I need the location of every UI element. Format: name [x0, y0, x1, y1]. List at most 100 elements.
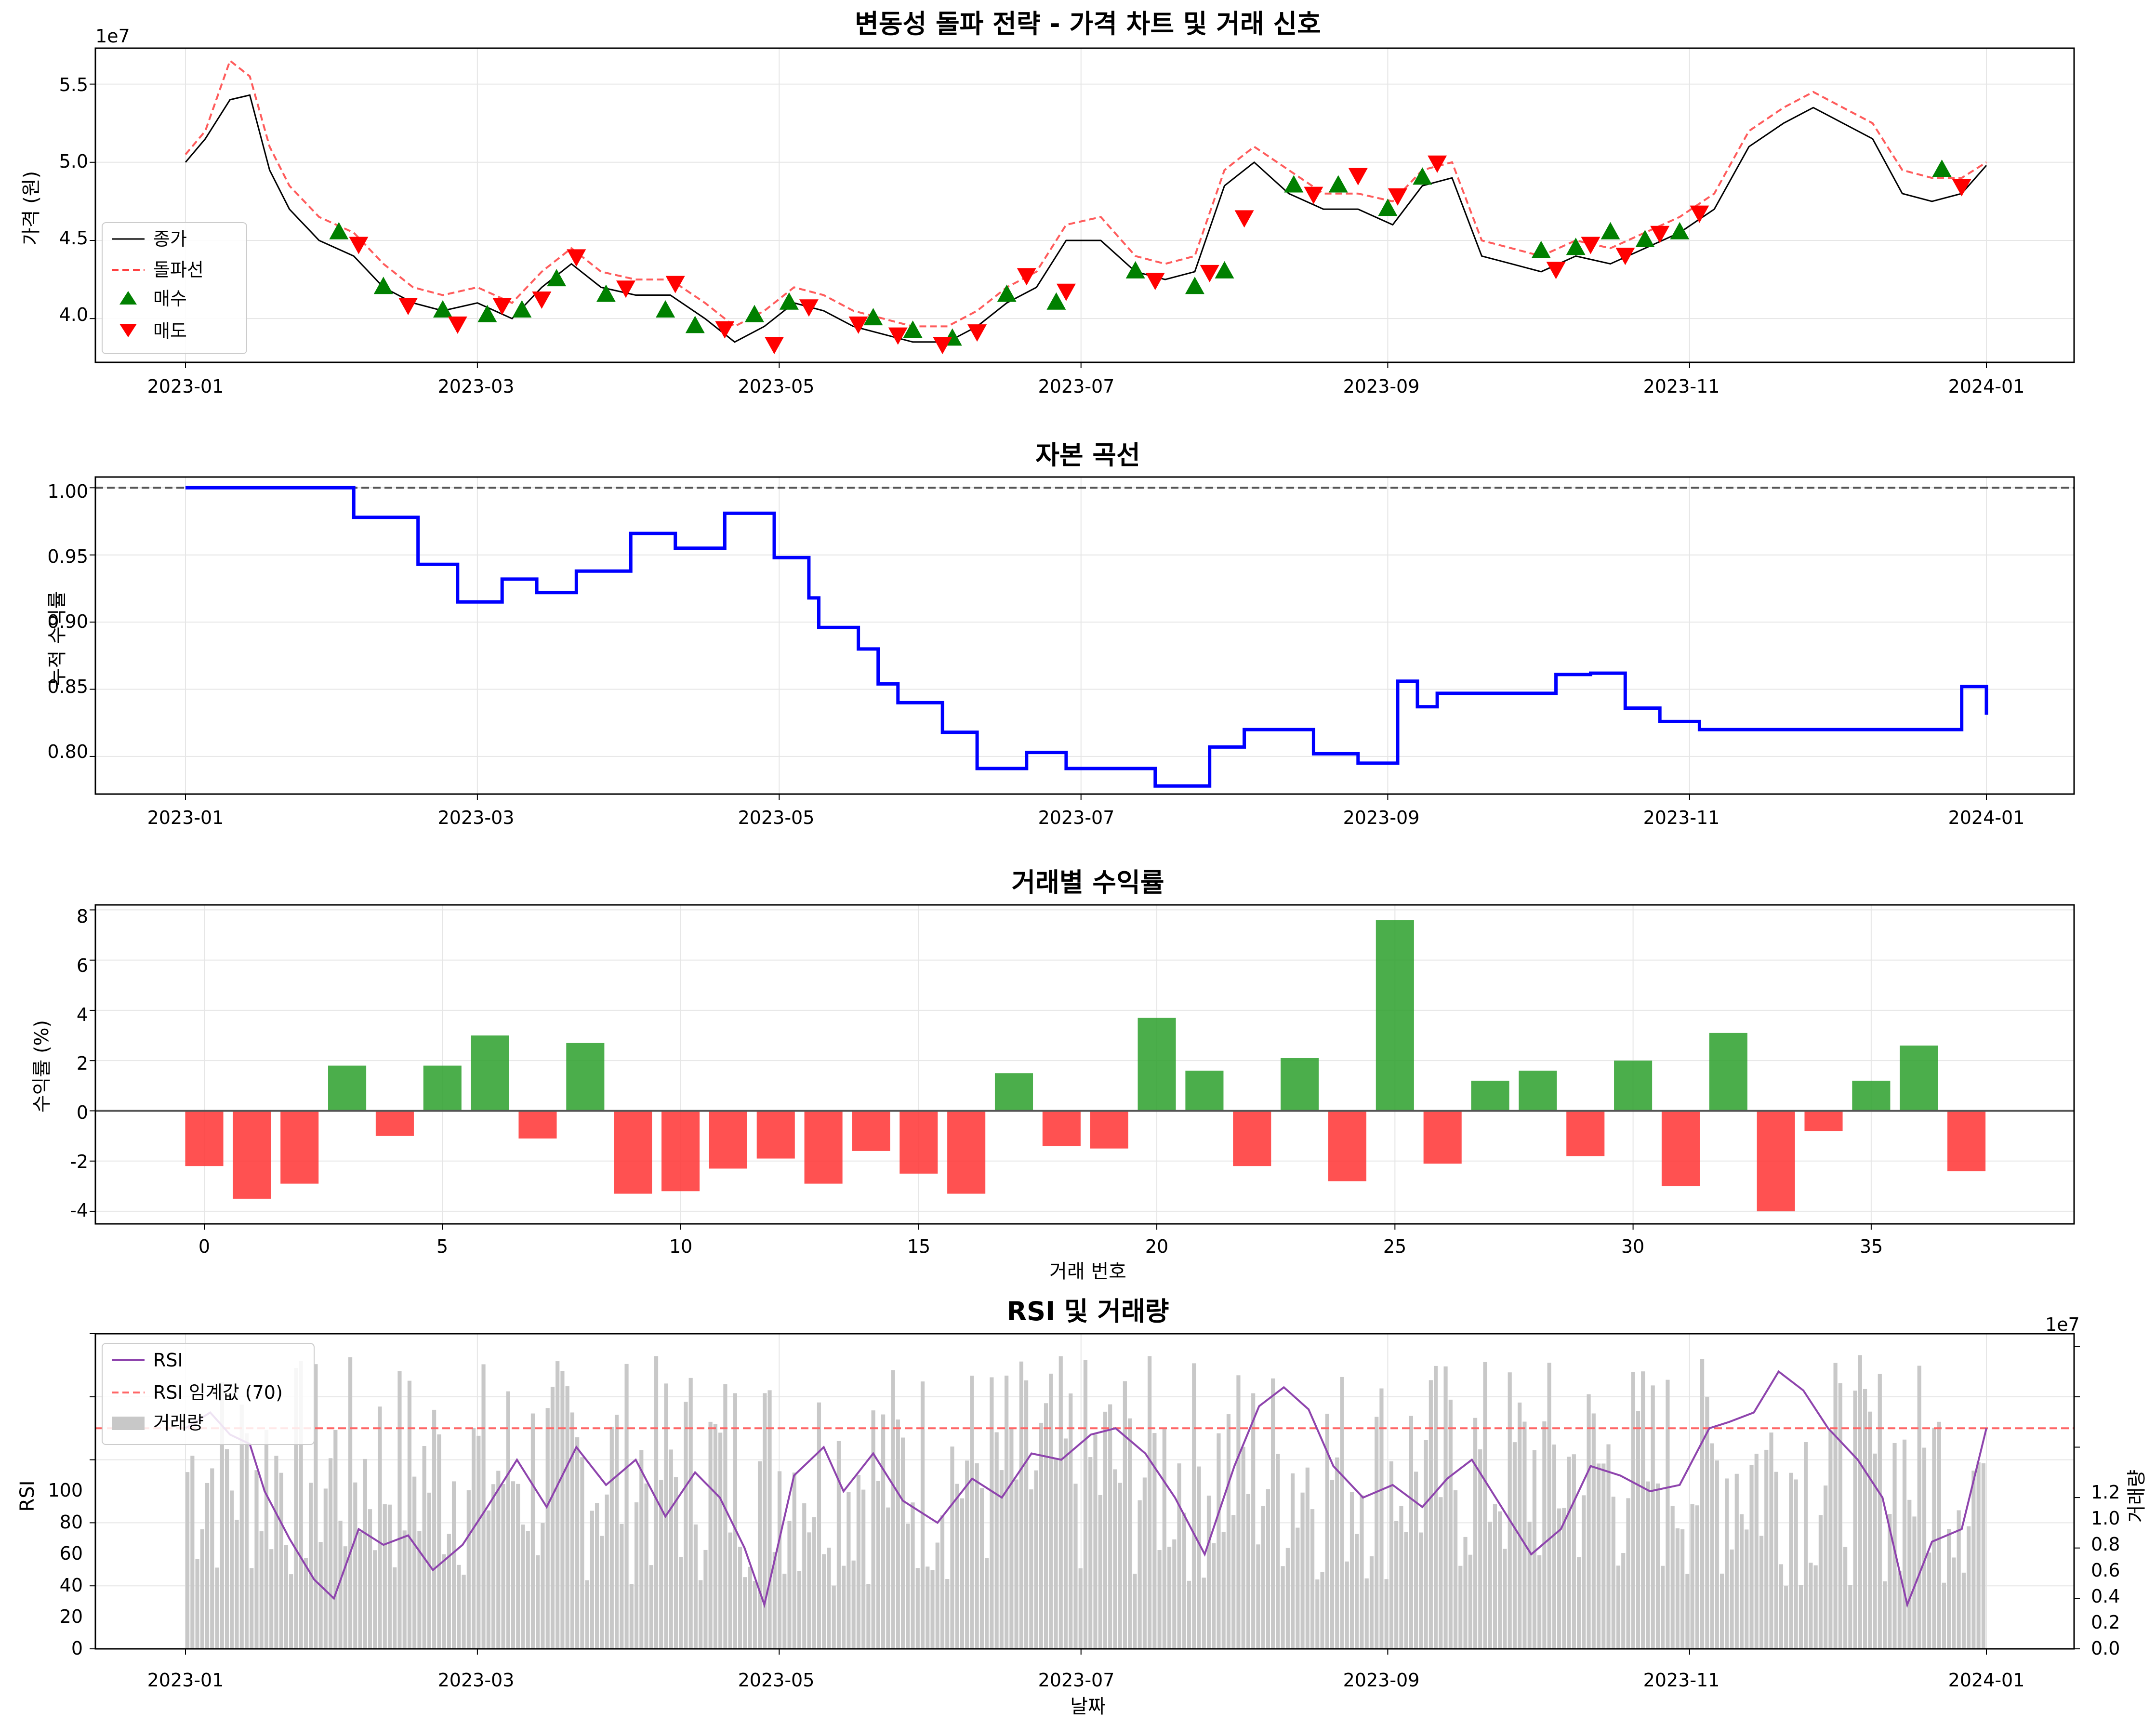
volume-bar [1670, 1506, 1675, 1649]
equity-xtick: 2024-01 [1948, 807, 2025, 828]
volume-bar [274, 1456, 278, 1649]
trade-return-bar [1090, 1111, 1128, 1149]
sell-signal-marker [398, 297, 418, 315]
price-xtick: 2023-05 [738, 376, 815, 397]
volume-bar [1853, 1391, 1857, 1649]
volume-bar [881, 1414, 886, 1649]
volume-bar [1937, 1421, 1941, 1649]
sell-signal-marker [1581, 237, 1600, 254]
volume-bar [743, 1577, 747, 1649]
buy-signal-marker [1125, 261, 1145, 278]
rsi-xticks: 2023-01 2023-03 2023-05 2023-07 2023-09 … [147, 1670, 2025, 1691]
volume-bar [911, 1502, 915, 1649]
trades-ytick: -2 [70, 1151, 88, 1172]
volume-bar [728, 1532, 732, 1649]
volume-bar [708, 1421, 713, 1649]
volume-bar [1961, 1572, 1966, 1649]
price-xtick: 2023-11 [1643, 376, 1720, 397]
volume-bar [309, 1483, 313, 1649]
volume-bar [654, 1356, 659, 1649]
volume-bar [1967, 1526, 1971, 1649]
volume-bar [782, 1574, 787, 1649]
sell-signal-marker [1546, 262, 1566, 279]
trade-return-bar [1233, 1111, 1271, 1167]
equity-chart-title: 자본 곡선 [1035, 440, 1140, 470]
volume-bar [1784, 1586, 1788, 1649]
rsi-xtick: 2023-05 [738, 1670, 815, 1691]
trades-xtick: 20 [1145, 1236, 1168, 1257]
equity-ytick: 0.85 [47, 676, 88, 697]
volume-bar [1098, 1495, 1102, 1649]
volume-bar [353, 1482, 357, 1649]
volume-ytick: 0.4 [2091, 1586, 2120, 1607]
volume-bar [545, 1408, 550, 1649]
volume-bar [1073, 1484, 1078, 1649]
volume-bar [1848, 1585, 1852, 1649]
volume-bar [1364, 1578, 1369, 1649]
volume-bar [926, 1566, 930, 1649]
volume-bar [1448, 1399, 1453, 1649]
volume-bar [757, 1461, 762, 1649]
volume-bar [1221, 1532, 1226, 1649]
volume-bar [1414, 1472, 1418, 1649]
volume-bar [1725, 1478, 1729, 1649]
sell-signal-marker [1690, 205, 1709, 223]
buy-signal-marker [433, 300, 452, 318]
trades-yticks: -4 -2 0 2 4 6 8 [70, 906, 88, 1221]
trade-return-bar [375, 1111, 414, 1136]
volume-bar [333, 1430, 338, 1649]
volume-bar [437, 1434, 441, 1649]
trade-return-bar [1852, 1080, 1891, 1111]
equity-xticks: 2023-01 2023-03 2023-05 2023-07 2023-09 … [147, 807, 2025, 828]
volume-bar [891, 1370, 895, 1649]
sell-signal-marker [492, 297, 512, 315]
buy-signal-marker [744, 305, 764, 322]
volume-bar [1429, 1380, 1433, 1649]
volume-bar [1206, 1495, 1211, 1649]
volume-bar [979, 1488, 984, 1649]
trades-xtick: 15 [907, 1236, 930, 1257]
volume-bar [1809, 1563, 1813, 1649]
buy-signal-marker [656, 300, 675, 318]
volume-yticks: 0.0 0.2 0.4 0.6 0.8 1.0 1.2 [2091, 1482, 2120, 1659]
volume-bar [407, 1380, 412, 1649]
trades-chart-title: 거래별 수익률 [1012, 867, 1164, 898]
volume-bar [521, 1525, 525, 1649]
sell-signal-marker [567, 249, 586, 267]
equity-xtick: 2023-11 [1643, 807, 1720, 828]
volume-bar [516, 1484, 520, 1649]
axes-frame [94, 904, 2075, 1225]
volume-bar [679, 1556, 683, 1649]
price-ytick: 4.0 [59, 304, 88, 325]
trades-ylabel: 수익률 (%) [31, 1020, 53, 1113]
volume-bar [674, 1477, 678, 1649]
volume-bar [1108, 1404, 1112, 1649]
volume-bar [1661, 1565, 1665, 1649]
buy-signal-marker [1185, 277, 1204, 294]
volume-bar [832, 1585, 836, 1649]
trade-return-bar [328, 1065, 367, 1111]
volume-bar [1749, 1464, 1754, 1649]
volume-bar [807, 1532, 811, 1649]
volume-bar [1271, 1378, 1275, 1649]
sell-signal-marker [1388, 188, 1407, 206]
buy-signal-marker [477, 305, 497, 322]
volume-bar [1641, 1371, 1645, 1649]
rsi-chart-title: RSI 및 거래량 [1007, 1296, 1169, 1326]
volume-bar [767, 1390, 772, 1649]
volume-bar [264, 1430, 269, 1649]
volume-bar [777, 1471, 782, 1649]
volume-bar [1957, 1510, 1961, 1649]
volume-bar [1093, 1434, 1098, 1649]
volume-bar [1651, 1385, 1655, 1649]
volume-bar [797, 1571, 802, 1649]
volume-bar [713, 1424, 717, 1649]
volume-bars [185, 1355, 1985, 1649]
volume-bar [501, 1484, 505, 1649]
buy-signal-marker [1413, 167, 1432, 185]
volume-bar [1981, 1463, 1985, 1649]
equity-xtick: 2023-03 [438, 807, 515, 828]
volume-bar [644, 1483, 648, 1649]
volume-bar [185, 1472, 190, 1649]
